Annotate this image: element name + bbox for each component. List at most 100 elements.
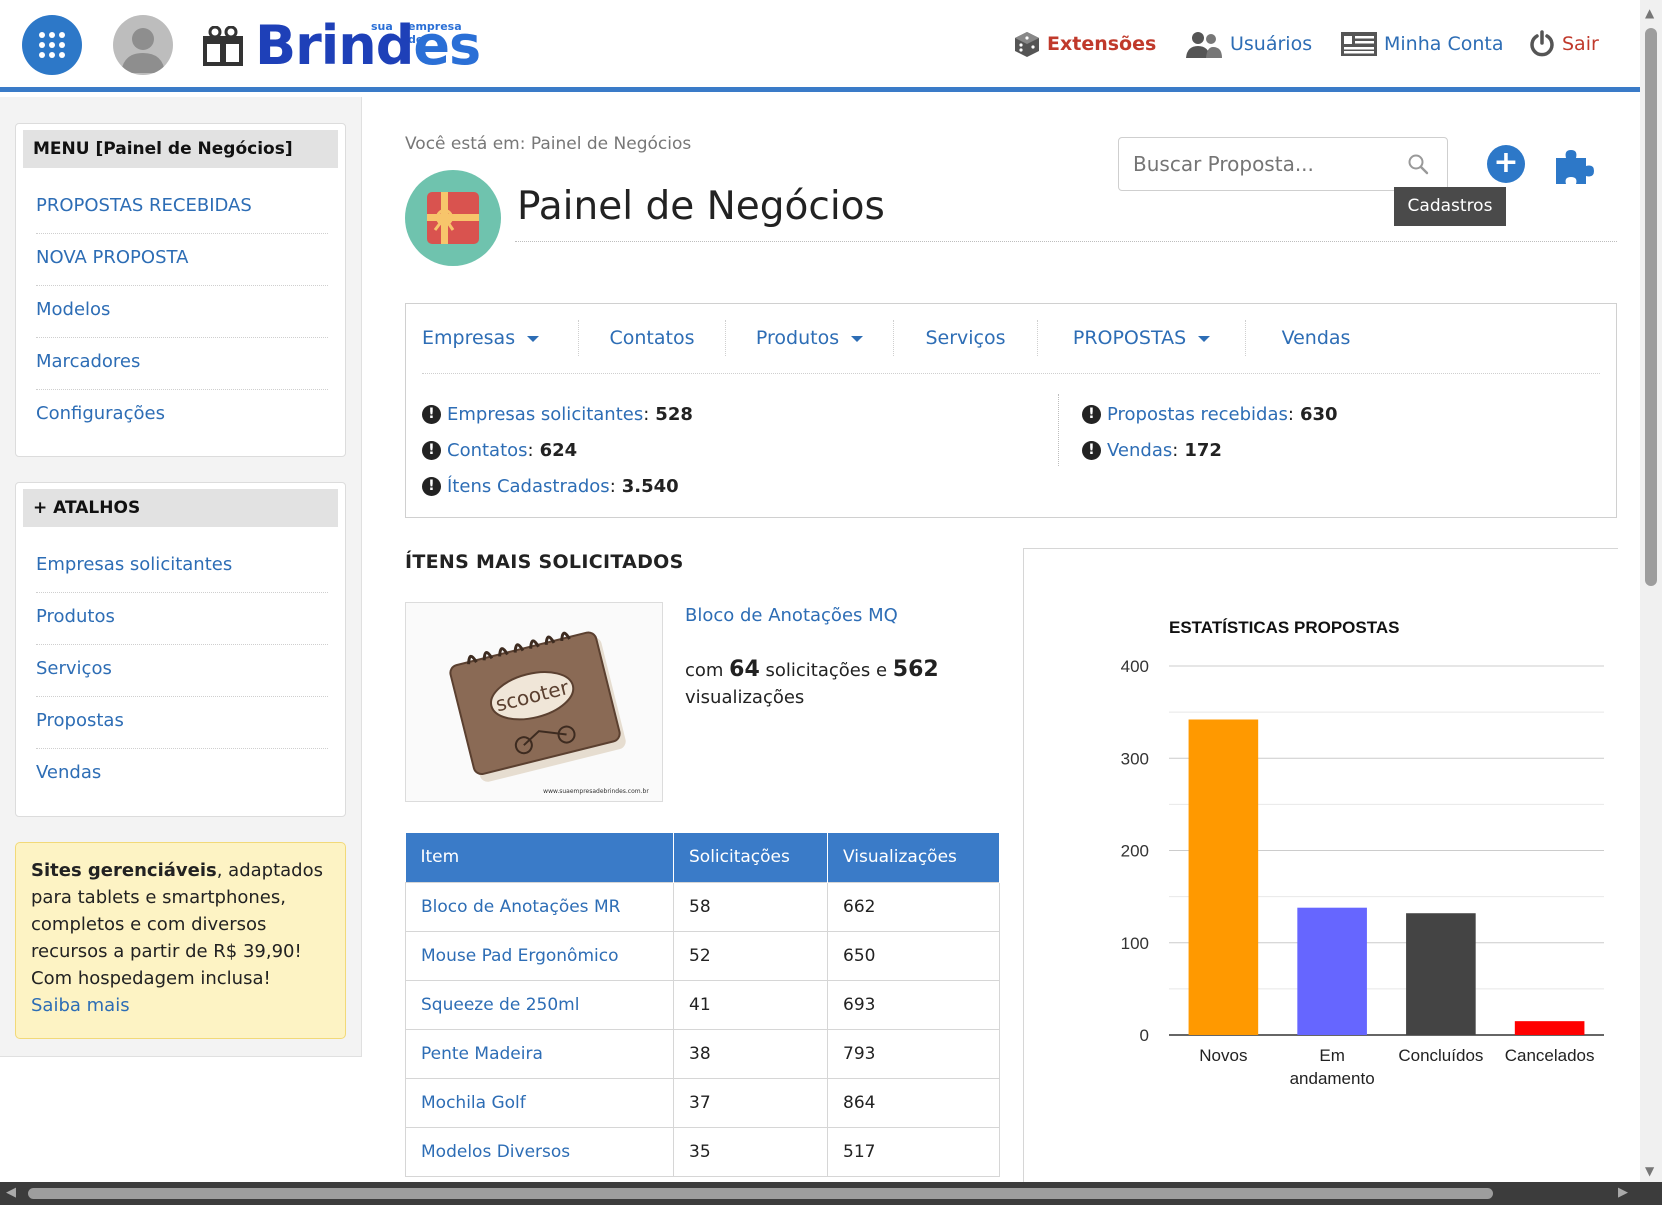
column-header-views[interactable]: Visualizações	[827, 833, 1000, 882]
shortcut-item-propostas[interactable]: Propostas	[36, 697, 328, 749]
tab-servicos[interactable]: Serviços	[894, 320, 1038, 356]
account-card-icon	[1341, 32, 1377, 56]
vertical-scroll-thumb[interactable]	[1645, 28, 1657, 586]
avatar[interactable]	[113, 15, 173, 75]
item-name-cell[interactable]: Bloco de Anotações MR	[405, 881, 674, 932]
brand-logo[interactable]: sua empresa de Brindes	[201, 14, 481, 76]
gift-page-icon	[405, 170, 501, 266]
tab-servicos-label: Serviços	[925, 327, 1006, 349]
alert-icon: !	[422, 440, 441, 460]
item-name-cell[interactable]: Squeeze de 250ml	[405, 979, 674, 1030]
scroll-left-icon[interactable]: ◀	[6, 1185, 16, 1200]
featured-product-image[interactable]: scooter www.suaempresadebrindes.com.br	[405, 602, 663, 802]
stat-row: ! Contatos: 624	[422, 432, 693, 468]
tab-vendas[interactable]: Vendas	[1246, 320, 1386, 356]
featured-views-count: 562	[892, 657, 939, 682]
shortcut-item-servicos[interactable]: Serviços	[36, 645, 328, 697]
menu-list: PROPOSTAS RECEBIDAS NOVA PROPOSTA Modelo…	[36, 182, 328, 442]
tab-propostas-label: PROPOSTAS	[1072, 327, 1187, 349]
menu-panel: MENU [Painel de Negócios] PROPOSTAS RECE…	[15, 123, 346, 457]
desc-pre: com	[685, 660, 730, 681]
nav-users-label: Usuários	[1230, 33, 1313, 55]
scroll-down-icon[interactable]: ▼	[1645, 1164, 1655, 1178]
puzzle-icon[interactable]	[1552, 144, 1594, 186]
cube-icon	[1015, 32, 1039, 57]
tab-empresas-label: Empresas	[422, 327, 516, 349]
chart-title: ESTATÍSTICAS PROPOSTAS	[1169, 618, 1399, 637]
item-name-cell[interactable]: Modelos Diversos	[405, 1126, 674, 1177]
horizontal-scroll-thumb[interactable]	[28, 1188, 1493, 1199]
stat-row: ! Vendas: 172	[1082, 432, 1338, 468]
stat-value: 528	[655, 403, 693, 425]
stat-label[interactable]: Ítens Cadastrados	[447, 475, 610, 497]
item-name-cell[interactable]: Mouse Pad Ergonômico	[405, 930, 674, 981]
page-title: Painel de Negócios	[517, 184, 885, 229]
stat-label[interactable]: Propostas recebidas	[1107, 403, 1288, 425]
chevron-down-icon	[1198, 336, 1211, 342]
apps-grid-dot	[59, 32, 65, 38]
category-tabs: Empresas Contatos Produtos Serviços PROP…	[422, 320, 1600, 374]
proposals-bar-chart: ESTATÍSTICAS PROPOSTAS 0 100 200 300 400 Novos…	[1121, 618, 1604, 1088]
search-icon[interactable]	[1407, 153, 1429, 175]
requests-cell: 38	[673, 1028, 828, 1079]
column-header-item[interactable]: Item	[405, 833, 674, 882]
item-name-cell[interactable]: Pente Madeira	[405, 1028, 674, 1079]
stat-label[interactable]: Contatos	[447, 439, 528, 461]
top-items-table: Item Solicitações Visualizações Bloco de…	[405, 833, 1000, 1177]
table-row: Mouse Pad Ergonômico 52 650	[405, 930, 1000, 981]
promo-learn-more-link[interactable]: Saiba mais	[31, 995, 130, 1016]
menu-item-configuracoes[interactable]: Configurações	[36, 403, 165, 424]
shortcut-item-empresas[interactable]: Empresas solicitantes	[36, 541, 328, 593]
promo-headline: Sites gerenciáveis	[31, 860, 217, 881]
tab-contatos-label: Contatos	[609, 327, 695, 349]
stat-label[interactable]: Vendas	[1107, 439, 1173, 461]
apps-grid-dot	[59, 42, 65, 48]
nav-logout-label: Sair	[1562, 33, 1599, 55]
desc-post: visualizações	[685, 687, 805, 708]
nav-my-account[interactable]: Minha Conta	[1340, 30, 1503, 58]
top-items-heading: ÍTENS MAIS SOLICITADOS	[405, 551, 684, 573]
nav-logout[interactable]: Sair	[1528, 30, 1599, 58]
users-icon	[1186, 32, 1222, 58]
scroll-right-icon[interactable]: ▶	[1618, 1185, 1628, 1200]
bar-0	[1188, 719, 1259, 1035]
views-cell: 693	[827, 979, 1000, 1030]
tab-contatos[interactable]: Contatos	[579, 320, 726, 356]
shortcut-item-vendas[interactable]: Vendas	[36, 762, 102, 783]
stat-value: 624	[539, 439, 578, 461]
tab-empresas[interactable]: Empresas	[422, 320, 579, 356]
add-icon[interactable]: +	[1487, 145, 1525, 183]
nav-extensions[interactable]: Extensões	[1013, 30, 1156, 58]
featured-product-name[interactable]: Bloco de Anotações MQ	[685, 605, 898, 626]
vertical-scrollbar[interactable]: ▲ ▼	[1640, 0, 1662, 1182]
menu-item-propostas-recebidas[interactable]: PROPOSTAS RECEBIDAS	[36, 182, 328, 234]
tab-propostas[interactable]: PROPOSTAS	[1038, 320, 1246, 356]
tab-produtos[interactable]: Produtos	[726, 320, 894, 356]
requests-cell: 35	[673, 1126, 828, 1177]
featured-product-description: com 64 solicitações e 562 visualizações	[685, 656, 975, 711]
menu-item-marcadores[interactable]: Marcadores	[36, 338, 328, 390]
menu-item-nova-proposta[interactable]: NOVA PROPOSTA	[36, 234, 328, 286]
shortcut-item-produtos[interactable]: Produtos	[36, 593, 328, 645]
logo-tagline-right: empresa de	[408, 20, 462, 46]
promo-text: , adaptados para tablets e smartphones, …	[31, 860, 323, 989]
scroll-up-icon[interactable]: ▲	[1645, 6, 1655, 20]
product-image-caption: www.suaempresadebrindes.com.br	[543, 788, 649, 795]
search-input[interactable]	[1119, 138, 1389, 190]
stats-left: ! Empresas solicitantes: 528 ! Contatos:…	[422, 396, 693, 504]
table-row: Bloco de Anotações MR 58 662	[405, 881, 1000, 932]
cadastros-tooltip: Cadastros	[1394, 187, 1506, 226]
horizontal-scrollbar[interactable]: ◀ ▶	[0, 1182, 1662, 1205]
y-tick-label: 100	[1121, 934, 1149, 953]
apps-grid-icon[interactable]	[22, 15, 82, 75]
y-tick-label: 0	[1140, 1026, 1149, 1045]
table-row: Mochila Golf 37 864	[405, 1077, 1000, 1128]
item-name-cell[interactable]: Mochila Golf	[405, 1077, 674, 1128]
nav-users[interactable]: Usuários	[1184, 30, 1312, 58]
proposals-chart-panel: ESTATÍSTICAS PROPOSTAS 0 100 200 300 400 Novos…	[1023, 548, 1618, 1182]
shortcuts-panel-title: + ATALHOS	[23, 489, 338, 527]
stats-divider	[1058, 394, 1059, 466]
stat-label[interactable]: Empresas solicitantes	[447, 403, 644, 425]
menu-item-modelos[interactable]: Modelos	[36, 286, 328, 338]
column-header-requests[interactable]: Solicitações	[673, 833, 828, 882]
